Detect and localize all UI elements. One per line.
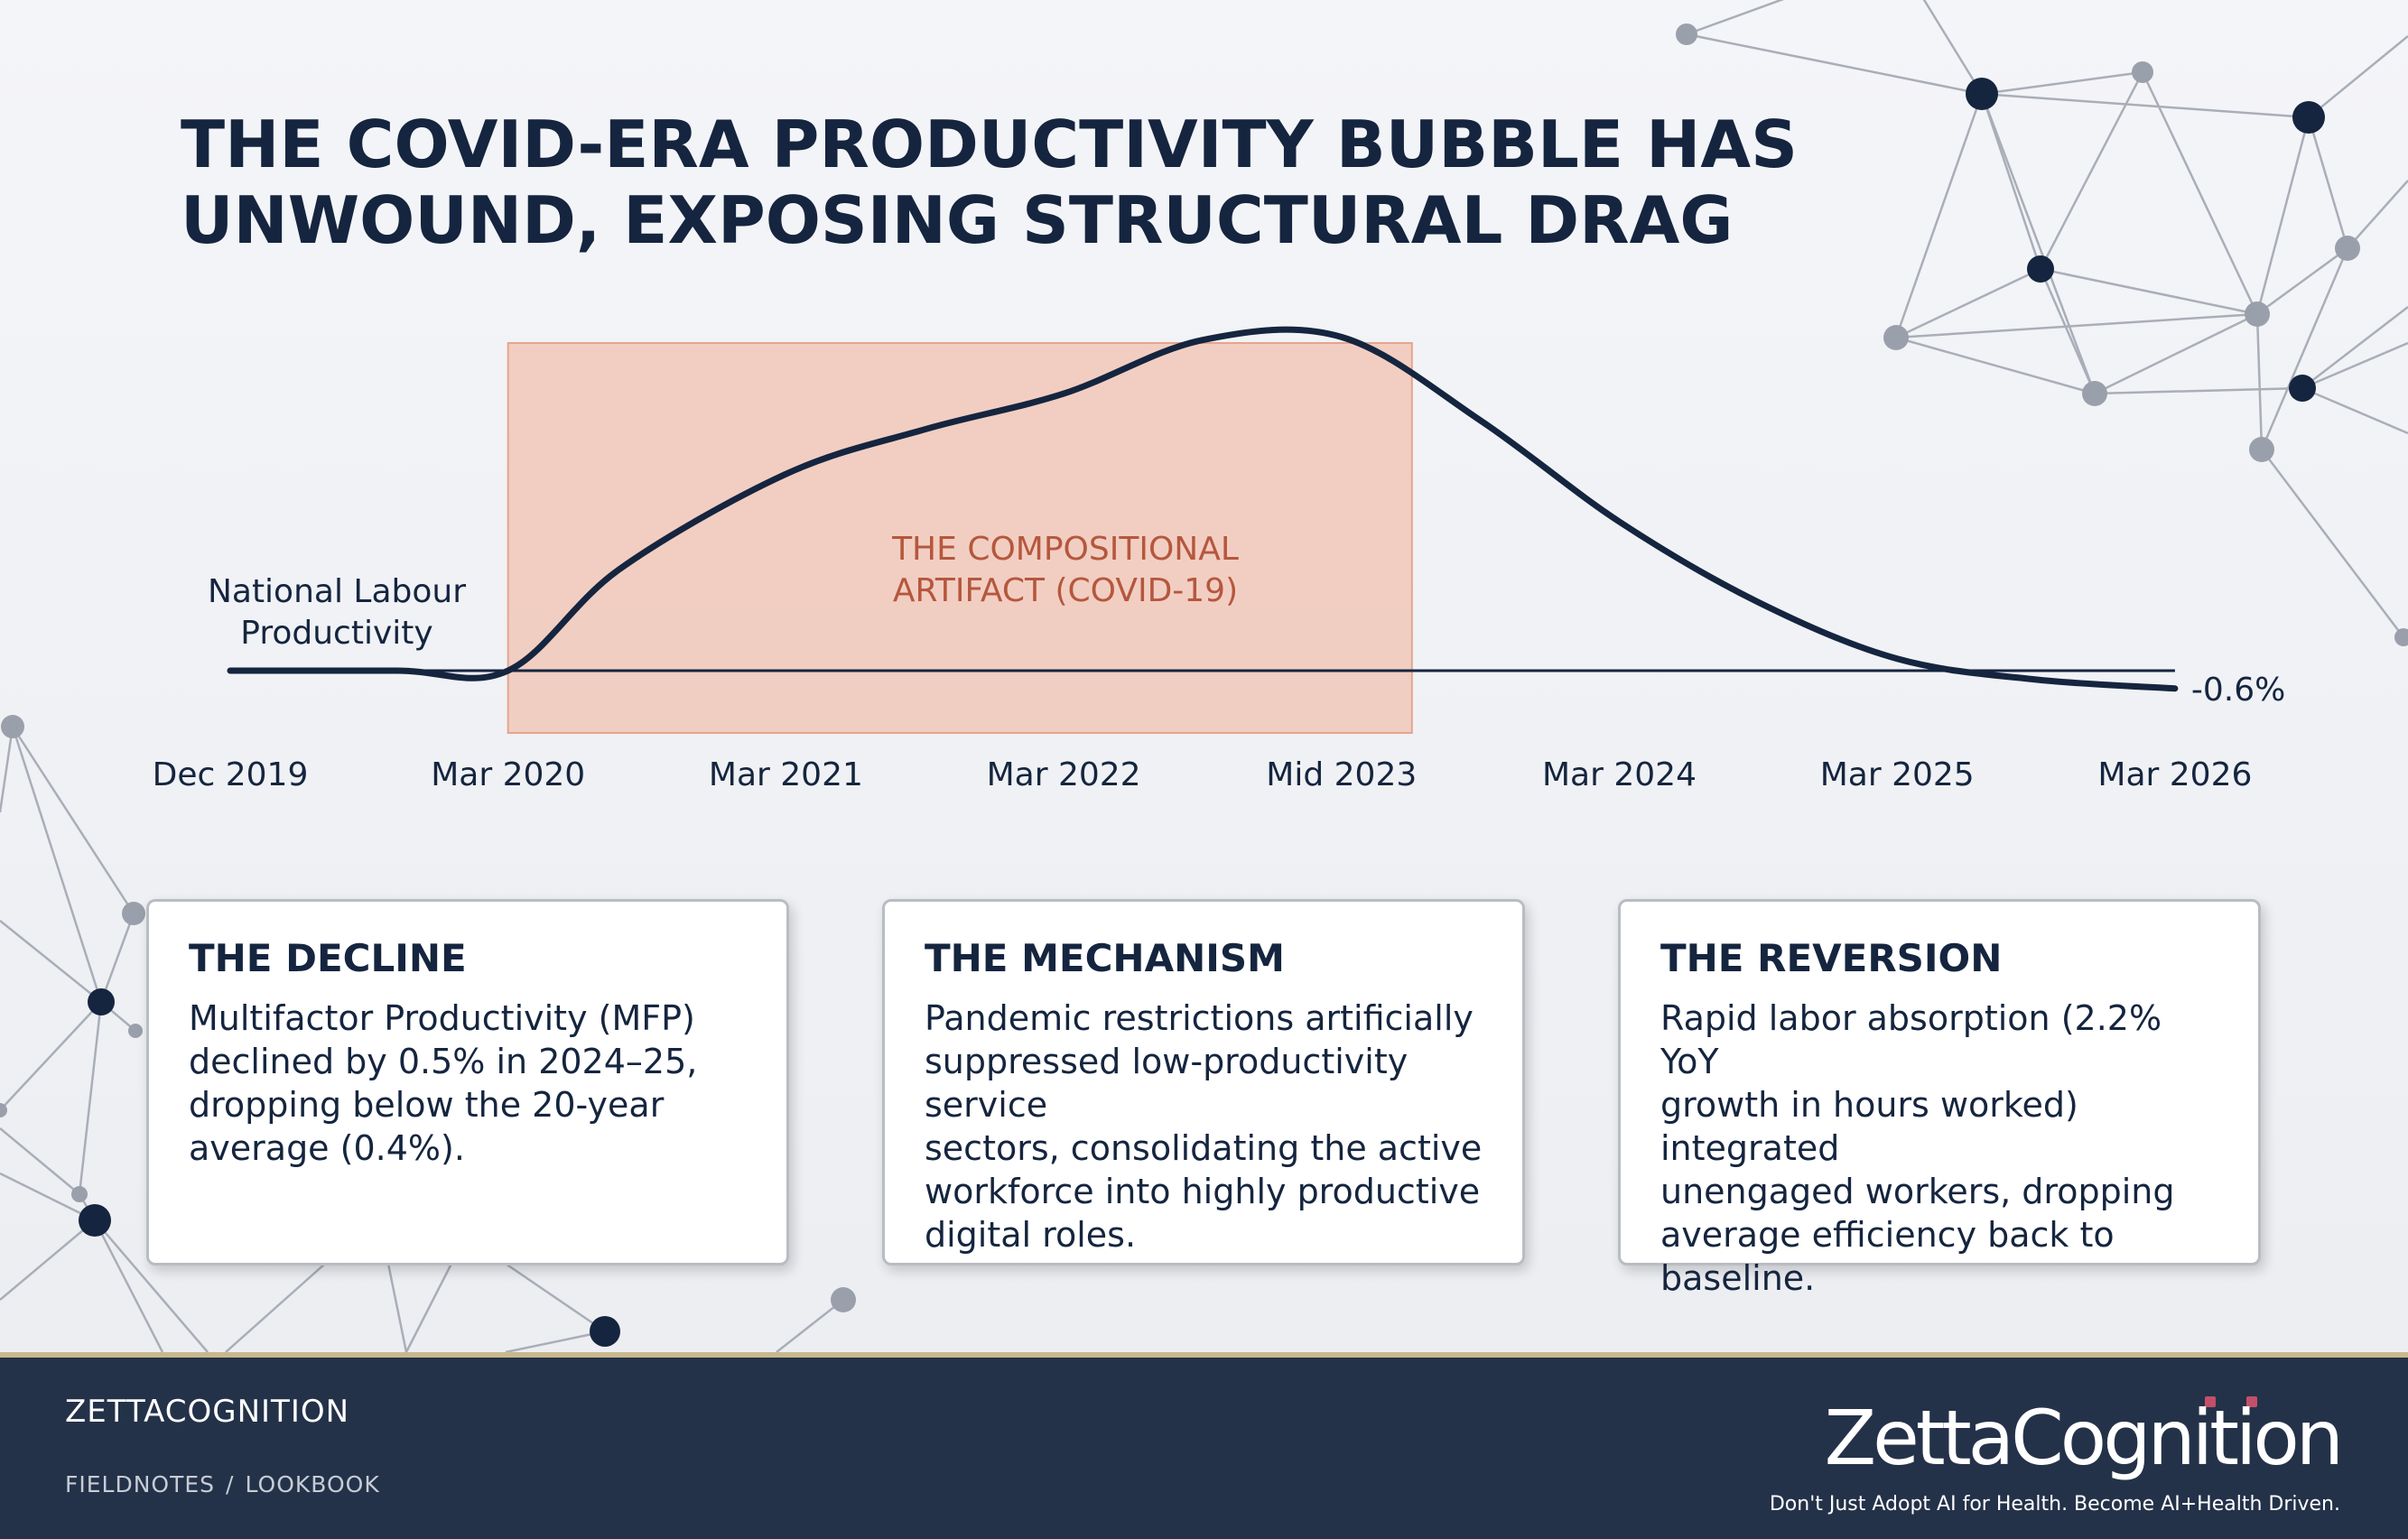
card-line: growth in hours worked) integrated xyxy=(1660,1085,2078,1168)
breadcrumb-separator: / xyxy=(226,1471,235,1497)
card-line: Rapid labor absorption (2.2% YoY xyxy=(1660,998,2162,1081)
network-decoration xyxy=(0,0,2408,1352)
productivity-line-chart: THE COMPOSITIONAL ARTIFACT (COVID-19) Na… xyxy=(153,326,2285,793)
series-line-national-labour-productivity xyxy=(227,326,2179,692)
card-decline-body: Multifactor Productivity (MFP) declined … xyxy=(189,997,747,1170)
x-tick-label: Mid 2023 xyxy=(1266,756,1417,793)
card-reversion-body: Rapid labor absorption (2.2% YoY growth … xyxy=(1660,997,2218,1300)
breadcrumb-item-fieldnotes[interactable]: FIELDNOTES xyxy=(65,1471,216,1497)
card-line: average efficiency back to baseline. xyxy=(1660,1215,2115,1298)
x-tick-label: Mar 2024 xyxy=(1542,756,1697,793)
x-axis-tick-labels: Dec 2019 Mar 2020 Mar 2021 Mar 2022 Mid 2023… xyxy=(153,756,2253,793)
zettacognition-logo: ZettaCognition Don't Just Adopt AI for H… xyxy=(1770,1394,2348,1529)
series-label-line-1: National Labour xyxy=(208,573,466,610)
x-tick-label: Mar 2021 xyxy=(709,756,863,793)
card-reversion: THE REVERSION Rapid labor absorption (2.… xyxy=(1618,899,2261,1298)
card-reversion-title: THE REVERSION xyxy=(1660,936,2003,980)
card-mechanism-title: THE MECHANISM xyxy=(925,936,1285,980)
card-decline-title: THE DECLINE xyxy=(189,936,467,980)
title-line-1: THE COVID-ERA PRODUCTIVITY BUBBLE HAS xyxy=(181,107,1798,182)
x-tick-label: Mar 2020 xyxy=(431,756,585,793)
card-mechanism: THE MECHANISM Pandemic restrictions arti… xyxy=(882,899,1525,1266)
card-line: Multifactor Productivity (MFP) xyxy=(189,998,695,1038)
end-value-label: -0.6% xyxy=(2191,672,2285,709)
x-tick-label: Dec 2019 xyxy=(153,756,309,793)
card-line: average (0.4%). xyxy=(189,1128,465,1168)
shaded-region-label-line-1: THE COMPOSITIONAL xyxy=(891,531,1239,568)
brand-name: ZETTACOGNITION xyxy=(65,1394,350,1430)
card-line: Pandemic restrictions artificially xyxy=(925,998,1474,1038)
x-tick-label: Mar 2022 xyxy=(987,756,1141,793)
card-line: declined by 0.5% in 2024–25, xyxy=(189,1042,698,1081)
card-line: suppressed low-productivity service xyxy=(925,1042,1409,1125)
card-line: workforce into highly productive xyxy=(925,1172,1481,1211)
card-decline: THE DECLINE Multifactor Productivity (MF… xyxy=(146,899,789,1266)
x-tick-label: Mar 2025 xyxy=(1820,756,1975,793)
covid-shaded-region xyxy=(507,342,1413,734)
series-label-line-2: Productivity xyxy=(240,615,432,652)
title-line-2: UNWOUND, EXPOSING STRUCTURAL DRAG xyxy=(181,182,1734,258)
card-line: unengaged workers, dropping xyxy=(1660,1172,2175,1211)
card-line: dropping below the 20-year xyxy=(189,1085,665,1125)
page-title: THE COVID-ERA PRODUCTIVITY BUBBLE HAS UN… xyxy=(181,107,1798,258)
logo-tagline: Don't Just Adopt AI for Health. Become A… xyxy=(1769,1493,2340,1516)
slide: THE COVID-ERA PRODUCTIVITY BUBBLE HAS UN… xyxy=(0,0,2408,1352)
card-mechanism-body: Pandemic restrictions artificially suppr… xyxy=(925,997,1483,1256)
breadcrumb: FIELDNOTES / LOOKBOOK xyxy=(65,1471,380,1497)
footer: ZETTACOGNITION FIELDNOTES / LOOKBOOK Zetta… xyxy=(0,1352,2408,1539)
shaded-region-label-line-2: ARTIFACT (COVID-19) xyxy=(893,572,1238,609)
card-line: sectors, consolidating the active xyxy=(925,1128,1483,1168)
logo-wordmark: ZettaCognition xyxy=(1824,1394,2344,1482)
logo-accent-dots xyxy=(2205,1394,2288,1411)
x-tick-label: Mar 2026 xyxy=(2097,756,2252,793)
breadcrumb-item-lookbook[interactable]: LOOKBOOK xyxy=(245,1471,380,1497)
card-line: digital roles. xyxy=(925,1215,1137,1255)
